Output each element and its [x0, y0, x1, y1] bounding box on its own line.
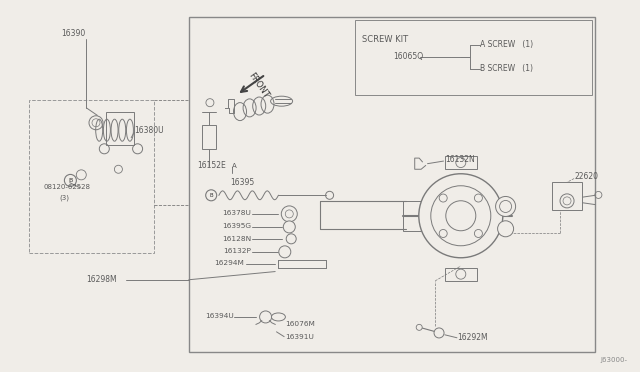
Ellipse shape: [271, 313, 285, 321]
Text: (3): (3): [60, 195, 70, 201]
Text: 16152E: 16152E: [197, 161, 226, 170]
Text: 16390: 16390: [61, 29, 85, 38]
Text: 16395: 16395: [230, 178, 255, 187]
Bar: [445, 268, 477, 281]
Text: 22620: 22620: [575, 172, 598, 181]
Circle shape: [282, 206, 297, 222]
Bar: [202, 125, 216, 149]
Text: B SCREW   (1): B SCREW (1): [480, 64, 533, 73]
Text: B: B: [68, 178, 72, 183]
Circle shape: [284, 221, 295, 233]
Text: 16065Q: 16065Q: [394, 52, 424, 61]
Text: 16378U: 16378U: [222, 210, 251, 216]
Bar: [29, 100, 154, 253]
Text: 08120-62528: 08120-62528: [44, 184, 90, 190]
Text: 16132P: 16132P: [223, 248, 251, 254]
Text: 16076M: 16076M: [285, 321, 315, 327]
Text: SCREW KIT: SCREW KIT: [362, 35, 408, 44]
Text: 16391U: 16391U: [285, 334, 314, 340]
Text: 16294M: 16294M: [214, 260, 244, 266]
Text: 16395G: 16395G: [222, 223, 251, 229]
Circle shape: [434, 328, 444, 338]
Text: A SCREW   (1): A SCREW (1): [480, 40, 533, 49]
Circle shape: [495, 196, 516, 217]
Circle shape: [279, 246, 291, 258]
Circle shape: [419, 174, 503, 258]
Text: 16292M: 16292M: [458, 333, 488, 342]
Text: FRONT: FRONT: [246, 71, 270, 100]
Circle shape: [260, 311, 271, 323]
Bar: [189, 17, 595, 352]
Circle shape: [497, 221, 513, 237]
Circle shape: [560, 194, 574, 208]
Text: A: A: [232, 163, 236, 169]
Bar: [552, 182, 582, 210]
Text: 16132N: 16132N: [445, 155, 474, 164]
Bar: [445, 156, 477, 169]
Text: 16380U: 16380U: [134, 126, 164, 135]
Text: 16298M: 16298M: [86, 275, 117, 284]
Text: B: B: [209, 193, 213, 198]
Text: 16128N: 16128N: [221, 236, 251, 242]
FancyBboxPatch shape: [403, 201, 429, 231]
Text: 16394U: 16394U: [205, 313, 234, 319]
Bar: [355, 20, 592, 95]
Text: J63000-: J63000-: [600, 357, 627, 363]
